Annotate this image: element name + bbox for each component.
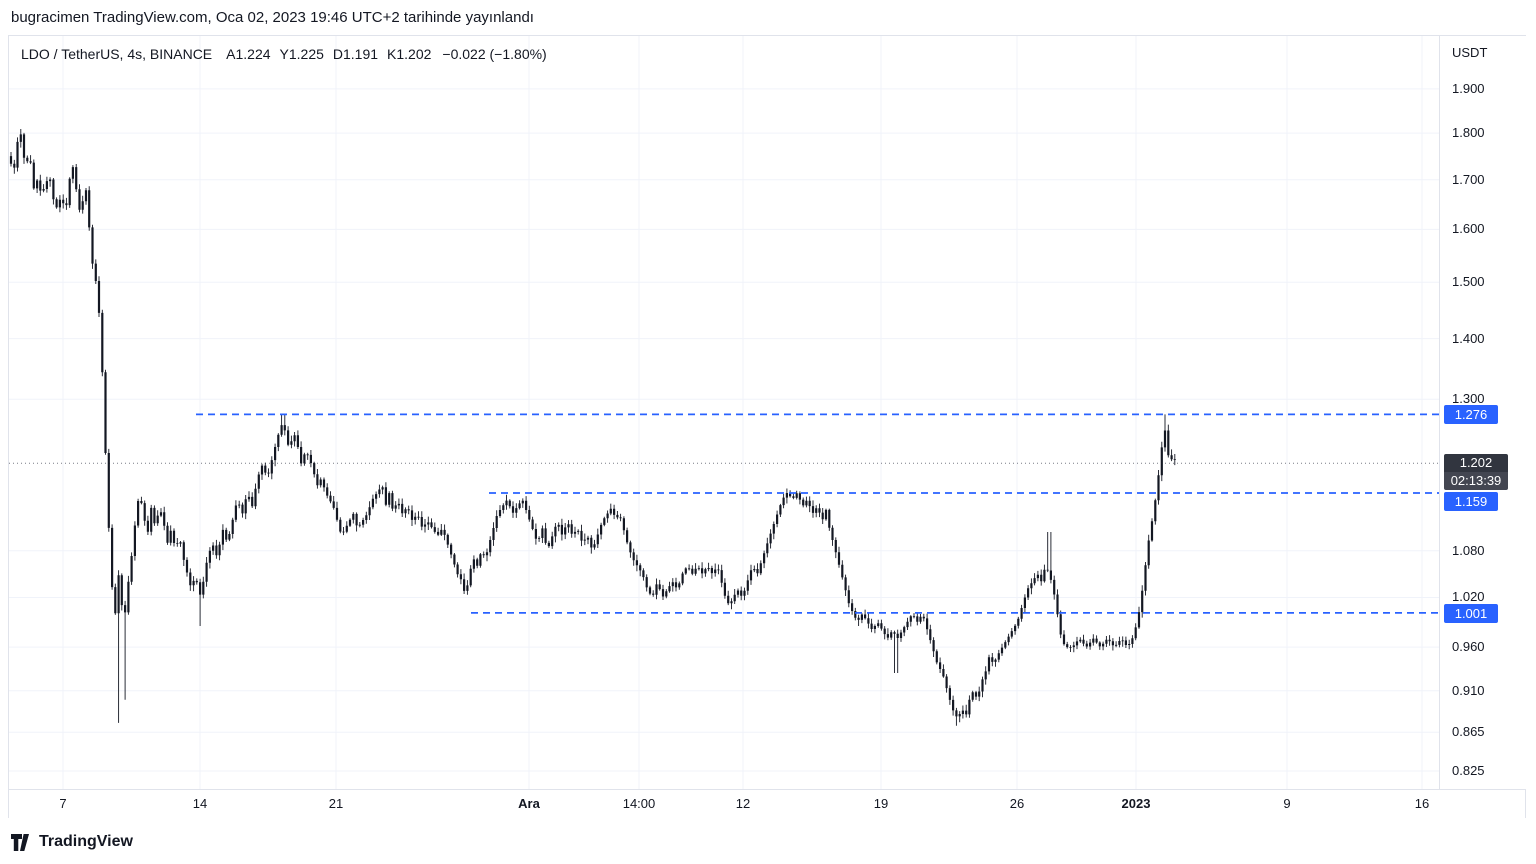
candlestick-chart[interactable]: [9, 36, 1439, 789]
time-tick-label: 12: [735, 796, 751, 811]
chart-frame: LDO / TetherUS, 4s, BINANCE A1.224 Y1.22…: [8, 35, 1526, 818]
tradingview-logo-icon[interactable]: [11, 833, 32, 851]
footer: TradingView: [11, 829, 133, 855]
time-tick-label: 14: [192, 796, 208, 811]
price-tick-label: 0.960: [1452, 639, 1485, 654]
price-level-badge: 1.001: [1444, 603, 1498, 623]
time-tick-label: 7: [59, 796, 67, 811]
price-tick-label: 1.900: [1452, 81, 1485, 96]
price-tick-label: 1.800: [1452, 125, 1485, 140]
price-tick-label: 1.020: [1452, 589, 1485, 604]
price-level-badge: 1.159: [1444, 491, 1498, 511]
brand-text[interactable]: TradingView: [39, 833, 133, 850]
chart-legend: LDO / TetherUS, 4s, BINANCE A1.224 Y1.22…: [21, 46, 547, 62]
time-tick-label: 21: [328, 796, 344, 811]
price-tick-label: 0.865: [1452, 724, 1485, 739]
time-tick-label: 26: [1009, 796, 1025, 811]
price-tick-label: 1.500: [1452, 274, 1485, 289]
current-price-badge: 1.202 02:13:39: [1444, 454, 1508, 490]
publish-bar: bugracimen TradingView.com, Oca 02, 2023…: [0, 0, 1536, 35]
price-tick-label: 1.700: [1452, 172, 1485, 187]
price-tick-label: 1.600: [1452, 221, 1485, 236]
candle-wicks: [10, 129, 1176, 726]
ohlc-open: A1.224: [226, 46, 271, 62]
price-tick-label: 0.910: [1452, 683, 1485, 698]
candle-bodies: [9, 134, 1176, 717]
ohlc-high: Y1.225: [279, 46, 324, 62]
price-change: −0.022 (−1.80%): [442, 46, 547, 62]
time-tick-label: 14:00: [622, 796, 656, 811]
symbol-title[interactable]: LDO / TetherUS, 4s, BINANCE: [21, 46, 213, 62]
price-axis[interactable]: USDT 1.900 1.800 1.700 1.600 1.500 1.400 1.300…: [1439, 36, 1526, 789]
price-tick-label: 1.080: [1452, 543, 1485, 558]
current-price-value: 1.202: [1444, 454, 1508, 472]
publish-text: bugracimen TradingView.com, Oca 02, 2023…: [11, 9, 534, 26]
time-tick-label: 19: [873, 796, 889, 811]
time-tick-label: Ara: [518, 796, 540, 811]
time-tick-label: 16: [1414, 796, 1430, 811]
ohlc-low: D1.191: [332, 46, 379, 62]
ohlc-close: K1.202: [387, 46, 432, 62]
time-tick-label: 9: [1283, 796, 1291, 811]
price-level-badge: 1.276: [1444, 404, 1498, 424]
bar-countdown: 02:13:39: [1444, 472, 1508, 490]
time-tick-label: 2023: [1121, 796, 1151, 811]
axis-currency-label: USDT: [1452, 45, 1488, 60]
price-tick-label: 1.400: [1452, 331, 1485, 346]
time-axis[interactable]: 7 14 21 Ara 14:00 12 19 26 2023 9 16: [9, 789, 1525, 818]
price-tick-label: 1.300: [1452, 391, 1485, 406]
price-tick-label: 0.825: [1452, 763, 1485, 778]
